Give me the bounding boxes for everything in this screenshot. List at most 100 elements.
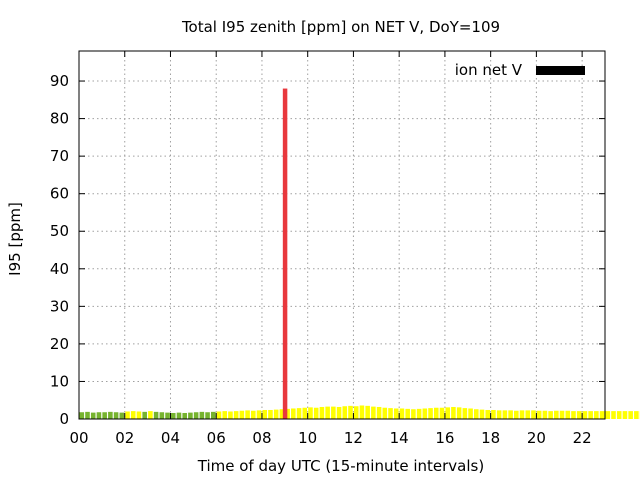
bar xyxy=(485,409,491,419)
bar xyxy=(193,412,199,419)
bar xyxy=(371,406,376,419)
bar xyxy=(445,407,450,419)
bar xyxy=(182,412,187,419)
bar xyxy=(514,410,519,419)
bar xyxy=(279,409,285,419)
bar xyxy=(542,410,548,419)
bar xyxy=(313,407,319,419)
bar xyxy=(519,410,525,419)
bar xyxy=(582,411,588,419)
bar xyxy=(382,407,388,419)
axes xyxy=(78,50,606,420)
bar xyxy=(79,412,85,419)
bar xyxy=(325,406,330,419)
bar xyxy=(153,411,159,419)
bar xyxy=(108,411,113,419)
bar xyxy=(233,411,239,419)
bar xyxy=(102,412,107,419)
bar xyxy=(416,408,422,419)
bar xyxy=(525,410,531,419)
bar xyxy=(571,411,576,419)
bar xyxy=(262,409,268,419)
bar xyxy=(188,412,193,419)
bar xyxy=(211,411,216,419)
bar xyxy=(296,408,302,419)
bar xyxy=(611,411,616,419)
x-tick-label: 06 xyxy=(207,429,226,447)
bar xyxy=(491,409,496,419)
y-tick-label: 70 xyxy=(50,147,69,165)
bar xyxy=(336,406,342,419)
bar xyxy=(319,406,325,419)
bar xyxy=(125,411,130,419)
bar xyxy=(268,409,273,419)
legend-label: ion net V xyxy=(455,61,523,79)
bar xyxy=(342,406,348,419)
bar xyxy=(130,411,136,419)
bar xyxy=(536,410,542,419)
bar xyxy=(199,411,205,419)
bar xyxy=(554,410,559,419)
bar xyxy=(119,412,125,419)
bar xyxy=(205,412,210,419)
chart-title: Total I95 zenith [ppm] on NET V, DoY=109 xyxy=(181,18,500,36)
bar xyxy=(468,408,473,419)
bar xyxy=(451,406,456,419)
bar xyxy=(628,411,633,419)
bar xyxy=(273,409,279,419)
bar xyxy=(348,405,353,419)
legend-swatch xyxy=(536,66,585,75)
x-tick-label: 02 xyxy=(115,429,134,447)
bar xyxy=(456,407,462,419)
x-tick-label: 14 xyxy=(390,429,409,447)
bar xyxy=(594,411,599,419)
grid xyxy=(79,51,605,419)
bar xyxy=(428,408,433,419)
bar xyxy=(142,411,147,419)
y-tick-label: 50 xyxy=(50,222,69,240)
bar xyxy=(399,408,405,419)
bar xyxy=(588,411,593,419)
legend: ion net V xyxy=(455,61,585,79)
bar xyxy=(148,411,153,419)
bar xyxy=(616,411,622,419)
bar xyxy=(599,411,605,419)
bar xyxy=(548,411,553,419)
spike-bar xyxy=(282,88,288,419)
bar xyxy=(251,410,256,419)
bar xyxy=(256,410,262,419)
bar xyxy=(605,411,611,419)
bar xyxy=(331,406,336,419)
x-tick-labels: 00 02 04 06 08 10 12 14 16 18 20 22 xyxy=(69,429,591,447)
bar xyxy=(239,410,245,419)
bar xyxy=(85,411,90,419)
y-tick-label: 80 xyxy=(50,110,69,128)
bar xyxy=(496,410,502,419)
y-tick-label: 0 xyxy=(59,410,69,428)
bar xyxy=(479,409,485,419)
bar xyxy=(508,410,513,419)
bar xyxy=(216,411,222,419)
bar xyxy=(422,408,428,419)
x-tick-label: 04 xyxy=(161,429,180,447)
bar xyxy=(559,410,565,419)
bar-series xyxy=(79,88,640,419)
bar xyxy=(474,409,479,419)
bar xyxy=(302,407,308,419)
y-tick-labels: 0 10 20 30 40 50 60 70 80 90 xyxy=(50,72,69,428)
x-axis-label: Time of day UTC (15-minute intervals) xyxy=(197,457,484,475)
bar xyxy=(439,407,445,419)
bar xyxy=(222,411,228,419)
bar xyxy=(365,405,370,419)
bar xyxy=(565,410,571,419)
bar xyxy=(291,408,296,419)
bar xyxy=(433,407,439,419)
x-tick-label: 10 xyxy=(298,429,317,447)
bar xyxy=(245,410,250,419)
bar xyxy=(90,412,96,419)
y-tick-label: 40 xyxy=(50,260,69,278)
y-tick-label: 30 xyxy=(50,297,69,315)
x-tick-label: 00 xyxy=(69,429,88,447)
bar xyxy=(285,408,290,419)
bar xyxy=(136,411,142,419)
